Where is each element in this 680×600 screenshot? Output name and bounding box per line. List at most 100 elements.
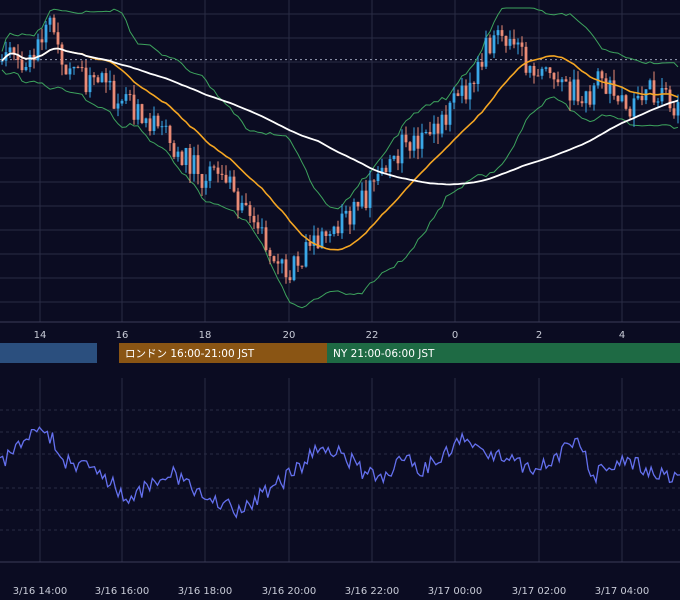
candle-body <box>148 118 152 132</box>
candle-body <box>40 39 44 43</box>
candle-body <box>428 132 432 135</box>
candle-body <box>300 265 304 267</box>
candle-body <box>500 30 504 36</box>
session-label-1: ロンドン 16:00-21:00 JST <box>125 348 255 360</box>
candle-body <box>496 30 500 36</box>
oscillator-panel <box>0 426 680 519</box>
candle-body <box>432 123 436 135</box>
candle-body <box>512 38 516 45</box>
candle-body <box>448 102 452 125</box>
candle-body <box>164 125 168 127</box>
bollinger-bands <box>1 7 679 309</box>
candle-body <box>176 151 180 157</box>
candle-body <box>552 72 556 80</box>
candle-body <box>108 80 112 83</box>
osc-x-tick-label: 3/16 16:00 <box>95 586 149 597</box>
candle-body <box>572 79 576 101</box>
candle-body <box>384 167 388 172</box>
candle-body <box>144 118 148 124</box>
main-grid <box>0 0 680 323</box>
candle-body <box>556 79 560 83</box>
candle-body <box>488 37 492 54</box>
candle-body <box>220 173 224 175</box>
candle-body <box>580 101 584 104</box>
candle-body <box>264 227 268 251</box>
candle-body <box>408 142 412 151</box>
candle-body <box>576 79 580 102</box>
candle-body <box>204 180 208 188</box>
candle-body <box>520 42 524 47</box>
osc-x-tick-label: 3/17 00:00 <box>428 586 482 597</box>
candle-body <box>116 103 120 109</box>
candle-body <box>20 59 24 71</box>
oscillator-x-axis: 3/16 14:00 3/16 16:00 3/16 18:00 3/16 20:00… <box>13 586 649 597</box>
candle-body <box>484 37 488 67</box>
candle-body <box>600 71 604 79</box>
candle-body <box>232 176 236 192</box>
candle-body <box>480 62 484 67</box>
candle-body <box>24 67 28 71</box>
candle-body <box>132 94 136 120</box>
osc-x-tick-label: 3/17 04:00 <box>595 586 649 597</box>
candle-body <box>452 93 456 103</box>
candle-body <box>28 54 32 67</box>
candle-body <box>628 108 632 117</box>
oscillator-grid <box>0 378 680 563</box>
candle-body <box>592 85 596 105</box>
candle-body <box>16 54 20 60</box>
candle-body <box>568 81 572 101</box>
candle-body <box>180 151 184 165</box>
candle-body <box>672 108 676 116</box>
candle-body <box>420 132 424 149</box>
ma-white <box>1 47 679 186</box>
candle-body <box>376 173 380 181</box>
candle-body <box>260 227 264 229</box>
candle-body <box>436 123 440 134</box>
main-x-axis: 14 16 18 20 22 0 2 4 <box>34 330 626 341</box>
candle-body <box>288 277 292 281</box>
candle-body <box>200 174 204 188</box>
candle-body <box>36 39 40 61</box>
candle-body <box>464 85 468 100</box>
candle-body <box>128 94 132 96</box>
candle-body <box>380 167 384 174</box>
candle-body <box>392 155 396 160</box>
candle-body <box>140 104 144 123</box>
candle-body <box>324 231 328 236</box>
session-block-0 <box>0 343 97 363</box>
candle-body <box>12 47 16 55</box>
candle-body <box>352 201 356 225</box>
candle-body <box>664 88 668 90</box>
candle-body <box>8 47 12 53</box>
bollinger-upper <box>1 7 679 210</box>
candle-body <box>160 126 164 128</box>
candle-body <box>640 96 644 101</box>
candle-body <box>184 148 188 165</box>
candle-body <box>156 115 160 127</box>
candle-body <box>152 115 156 131</box>
candle-body <box>208 166 212 181</box>
candle-body <box>492 35 496 54</box>
oscillator-line <box>0 426 680 519</box>
candle-body <box>364 190 368 208</box>
candle-body <box>504 35 508 46</box>
candle-body <box>284 259 288 278</box>
main-x-tick-label: 18 <box>199 330 212 341</box>
candle-body <box>96 77 100 83</box>
candle-body <box>236 191 240 211</box>
candle-body <box>68 68 72 75</box>
main-x-tick-label: 20 <box>283 330 296 341</box>
osc-x-tick-label: 3/17 02:00 <box>512 586 566 597</box>
candle-body <box>312 235 316 246</box>
candle-body <box>212 166 216 168</box>
candle-body <box>676 102 680 116</box>
session-label-2: NY 21:00-06:00 JST <box>333 348 435 360</box>
candle-body <box>616 95 620 102</box>
candle-body <box>44 24 48 43</box>
candle-body <box>424 132 428 133</box>
candle-body <box>588 91 592 105</box>
candle-body <box>60 44 64 65</box>
candle-body <box>440 114 444 134</box>
